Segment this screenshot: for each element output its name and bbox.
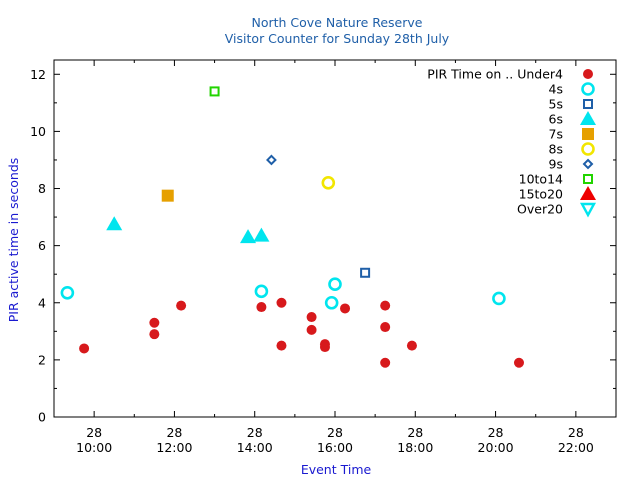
x-tick-label-day: 28: [86, 425, 102, 440]
x-tick-label-time: 14:00: [237, 440, 273, 455]
point-under4: [276, 297, 287, 308]
chart-subtitle: Visitor Counter for Sunday 28th July: [225, 31, 450, 46]
data-points: [60, 86, 524, 368]
y-tick-label: 2: [38, 352, 46, 367]
point-under4: [256, 302, 267, 313]
point-4s: [324, 295, 339, 310]
x-tick-label-time: 12:00: [156, 440, 192, 455]
legend-label: Over20: [517, 202, 563, 217]
legend-label: 4s: [549, 82, 563, 97]
point-under4: [79, 343, 90, 354]
point-under4: [176, 300, 187, 311]
legend-marker-9s: [582, 158, 594, 170]
x-tick-label-day: 28: [407, 425, 423, 440]
point-7s: [161, 189, 174, 202]
point-9s: [266, 154, 277, 166]
point-under4: [380, 357, 391, 368]
point-under4: [276, 340, 287, 351]
chart-title: North Cove Nature Reserve: [252, 15, 423, 30]
x-tick-label-time: 22:00: [558, 440, 594, 455]
x-tick-label-day: 28: [568, 425, 584, 440]
y-tick-label: 12: [30, 67, 46, 82]
plot-frame: [53, 59, 617, 418]
y-tick-label: 8: [38, 181, 46, 196]
x-tick-label-time: 16:00: [317, 440, 353, 455]
x-tick-label-time: 18:00: [397, 440, 433, 455]
legend-marker-under4: [583, 69, 593, 79]
y-axis-label: PIR active time in seconds: [6, 158, 21, 323]
point-under4: [306, 324, 317, 335]
x-tick-label-day: 28: [327, 425, 343, 440]
x-tick-label-time: 20:00: [478, 440, 514, 455]
x-tick-label-day: 28: [488, 425, 504, 440]
legend-marker-over20: [579, 202, 597, 218]
point-6s: [253, 227, 270, 242]
legend-label: 10to14: [519, 172, 563, 187]
x-axis-label: Event Time: [301, 462, 372, 477]
point-4s: [492, 291, 506, 306]
point-under4: [306, 312, 317, 323]
legend-label: 8s: [549, 142, 563, 157]
legend-marker-7s: [582, 128, 594, 140]
legend-label: PIR Time on .. Under4: [427, 67, 563, 82]
y-tick-label: 4: [38, 295, 46, 310]
x-tick-label-time: 10:00: [76, 440, 112, 455]
point-6s: [106, 216, 123, 231]
legend-marker-6s: [580, 111, 596, 125]
point-under4: [380, 322, 391, 333]
point-4s: [328, 277, 342, 291]
legend-marker-15to20: [580, 186, 596, 200]
y-tick-label: 10: [30, 124, 46, 139]
legend-marker-5s: [583, 99, 593, 109]
x-axis: 2810:002812:002814:002816:002818:002820:…: [53, 60, 617, 455]
point-8s: [321, 176, 336, 190]
point-4s: [254, 284, 269, 299]
legend-label: 5s: [549, 97, 563, 112]
point-under4: [380, 300, 391, 311]
legend-label: 6s: [549, 112, 563, 127]
y-axis: 0 2 4 6 8 10 12: [30, 67, 616, 425]
x-tick-label-day: 28: [166, 425, 182, 440]
legend: PIR Time on .. Under44s5s6s7s8s9s10to141…: [427, 67, 597, 218]
point-under4: [319, 342, 330, 353]
x-tick-label-day: 28: [247, 425, 263, 440]
point-10to14: [209, 86, 220, 97]
legend-marker-4s: [581, 82, 595, 96]
point-under4: [149, 317, 160, 328]
point-6s: [240, 229, 257, 244]
point-4s: [60, 285, 75, 300]
point-under4: [340, 303, 351, 314]
legend-label: 7s: [549, 127, 563, 142]
legend-marker-8s: [581, 142, 595, 156]
point-under4: [513, 357, 524, 368]
point-under4: [149, 329, 160, 340]
point-5s: [360, 267, 371, 278]
y-tick-label: 0: [38, 410, 46, 425]
legend-label: 9s: [549, 157, 563, 172]
y-tick-label: 6: [38, 238, 46, 253]
legend-marker-10to14: [583, 174, 593, 184]
point-under4: [406, 340, 417, 351]
legend-label: 15to20: [519, 187, 563, 202]
